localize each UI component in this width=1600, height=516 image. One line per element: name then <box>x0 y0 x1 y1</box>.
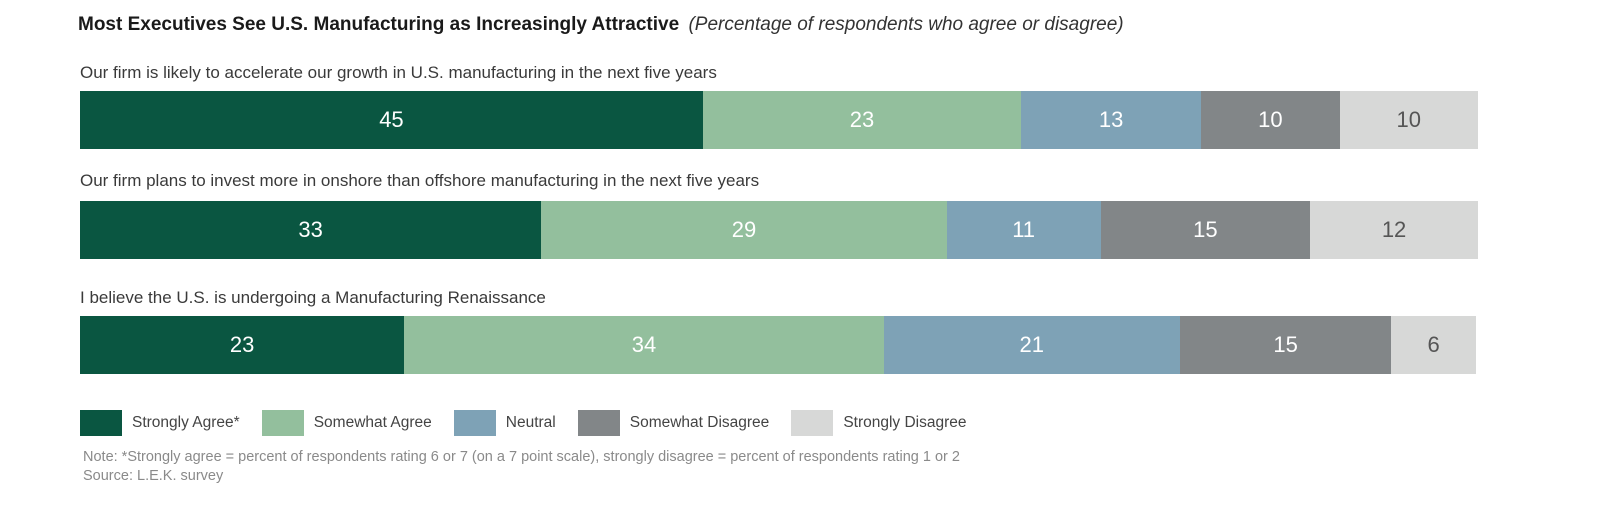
bar-segment: 34 <box>404 316 884 374</box>
question-label: I believe the U.S. is undergoing a Manuf… <box>80 288 546 307</box>
bar-segment: 6 <box>1391 316 1476 374</box>
bar-segment: 13 <box>1021 91 1202 149</box>
legend-label: Strongly Disagree <box>843 414 967 431</box>
data-label: 23 <box>229 332 255 357</box>
legend-swatch <box>80 410 122 436</box>
legend-label: Strongly Agree* <box>132 414 240 431</box>
question-label: Our firm is likely to accelerate our gro… <box>80 63 717 82</box>
legend-swatch <box>577 410 620 436</box>
legend-item: Somewhat Agree <box>261 410 432 436</box>
legend-item: Strongly Agree* <box>80 410 240 436</box>
stacked-bar: 23 34 21 15 6 <box>80 316 1476 374</box>
chart-legend: Strongly Agree* Somewhat Agree Neutral Some… <box>80 410 989 436</box>
stacked-bar: 45 23 13 10 10 <box>80 91 1478 149</box>
bar-segment: 15 <box>1179 316 1392 374</box>
legend-item: Strongly Disagree <box>791 410 967 436</box>
data-label: 11 <box>1012 217 1036 242</box>
bar-segment: 21 <box>883 316 1180 374</box>
legend-swatch <box>261 410 304 436</box>
data-label: 15 <box>1193 217 1218 242</box>
data-label: 10 <box>1258 107 1283 132</box>
bar-segment: 33 <box>80 201 542 259</box>
bar-segment: 10 <box>1201 91 1340 149</box>
data-label: 13 <box>1098 107 1124 132</box>
data-label: 29 <box>731 217 757 242</box>
legend-item: Neutral <box>453 410 556 436</box>
stacked-bar: 33 29 11 15 12 <box>80 201 1478 259</box>
chart-source: Source: L.E.K. survey <box>83 468 224 484</box>
legend-swatch <box>791 410 834 436</box>
chart-note: Note: *Strongly agree = percent of respo… <box>83 449 960 465</box>
bar-segment: 10 <box>1339 91 1478 149</box>
chart-subtitle: (Percentage of respondents who agree or … <box>688 14 1124 35</box>
data-label: 15 <box>1273 332 1298 357</box>
legend-label: Neutral <box>505 414 556 431</box>
bar-segment: 11 <box>946 201 1101 259</box>
data-label: 10 <box>1396 107 1421 132</box>
bar-segment: 45 <box>80 91 703 149</box>
bar-segment: 15 <box>1100 201 1311 259</box>
question-label: Our firm plans to invest more in onshore… <box>80 171 760 190</box>
legend-label: Somewhat Agree <box>313 414 432 431</box>
legend-swatch <box>453 410 496 436</box>
bar-segment: 12 <box>1310 201 1478 259</box>
chart-title-row: Most Executives See U.S. Manufacturing a… <box>78 14 1124 36</box>
data-label: 34 <box>631 332 657 357</box>
bar-segment: 29 <box>541 201 947 259</box>
legend-label: Somewhat Disagree <box>629 414 770 431</box>
bar-segment: 23 <box>80 316 405 374</box>
chart-title: Most Executives See U.S. Manufacturing a… <box>78 14 680 35</box>
data-label: 33 <box>298 217 323 242</box>
data-label: 21 <box>1019 332 1045 357</box>
data-label: 6 <box>1427 332 1440 357</box>
data-label: 45 <box>379 107 404 132</box>
bar-segment: 23 <box>702 91 1022 149</box>
data-label: 23 <box>849 107 875 132</box>
legend-item: Somewhat Disagree <box>577 410 770 436</box>
data-label: 12 <box>1381 217 1407 242</box>
